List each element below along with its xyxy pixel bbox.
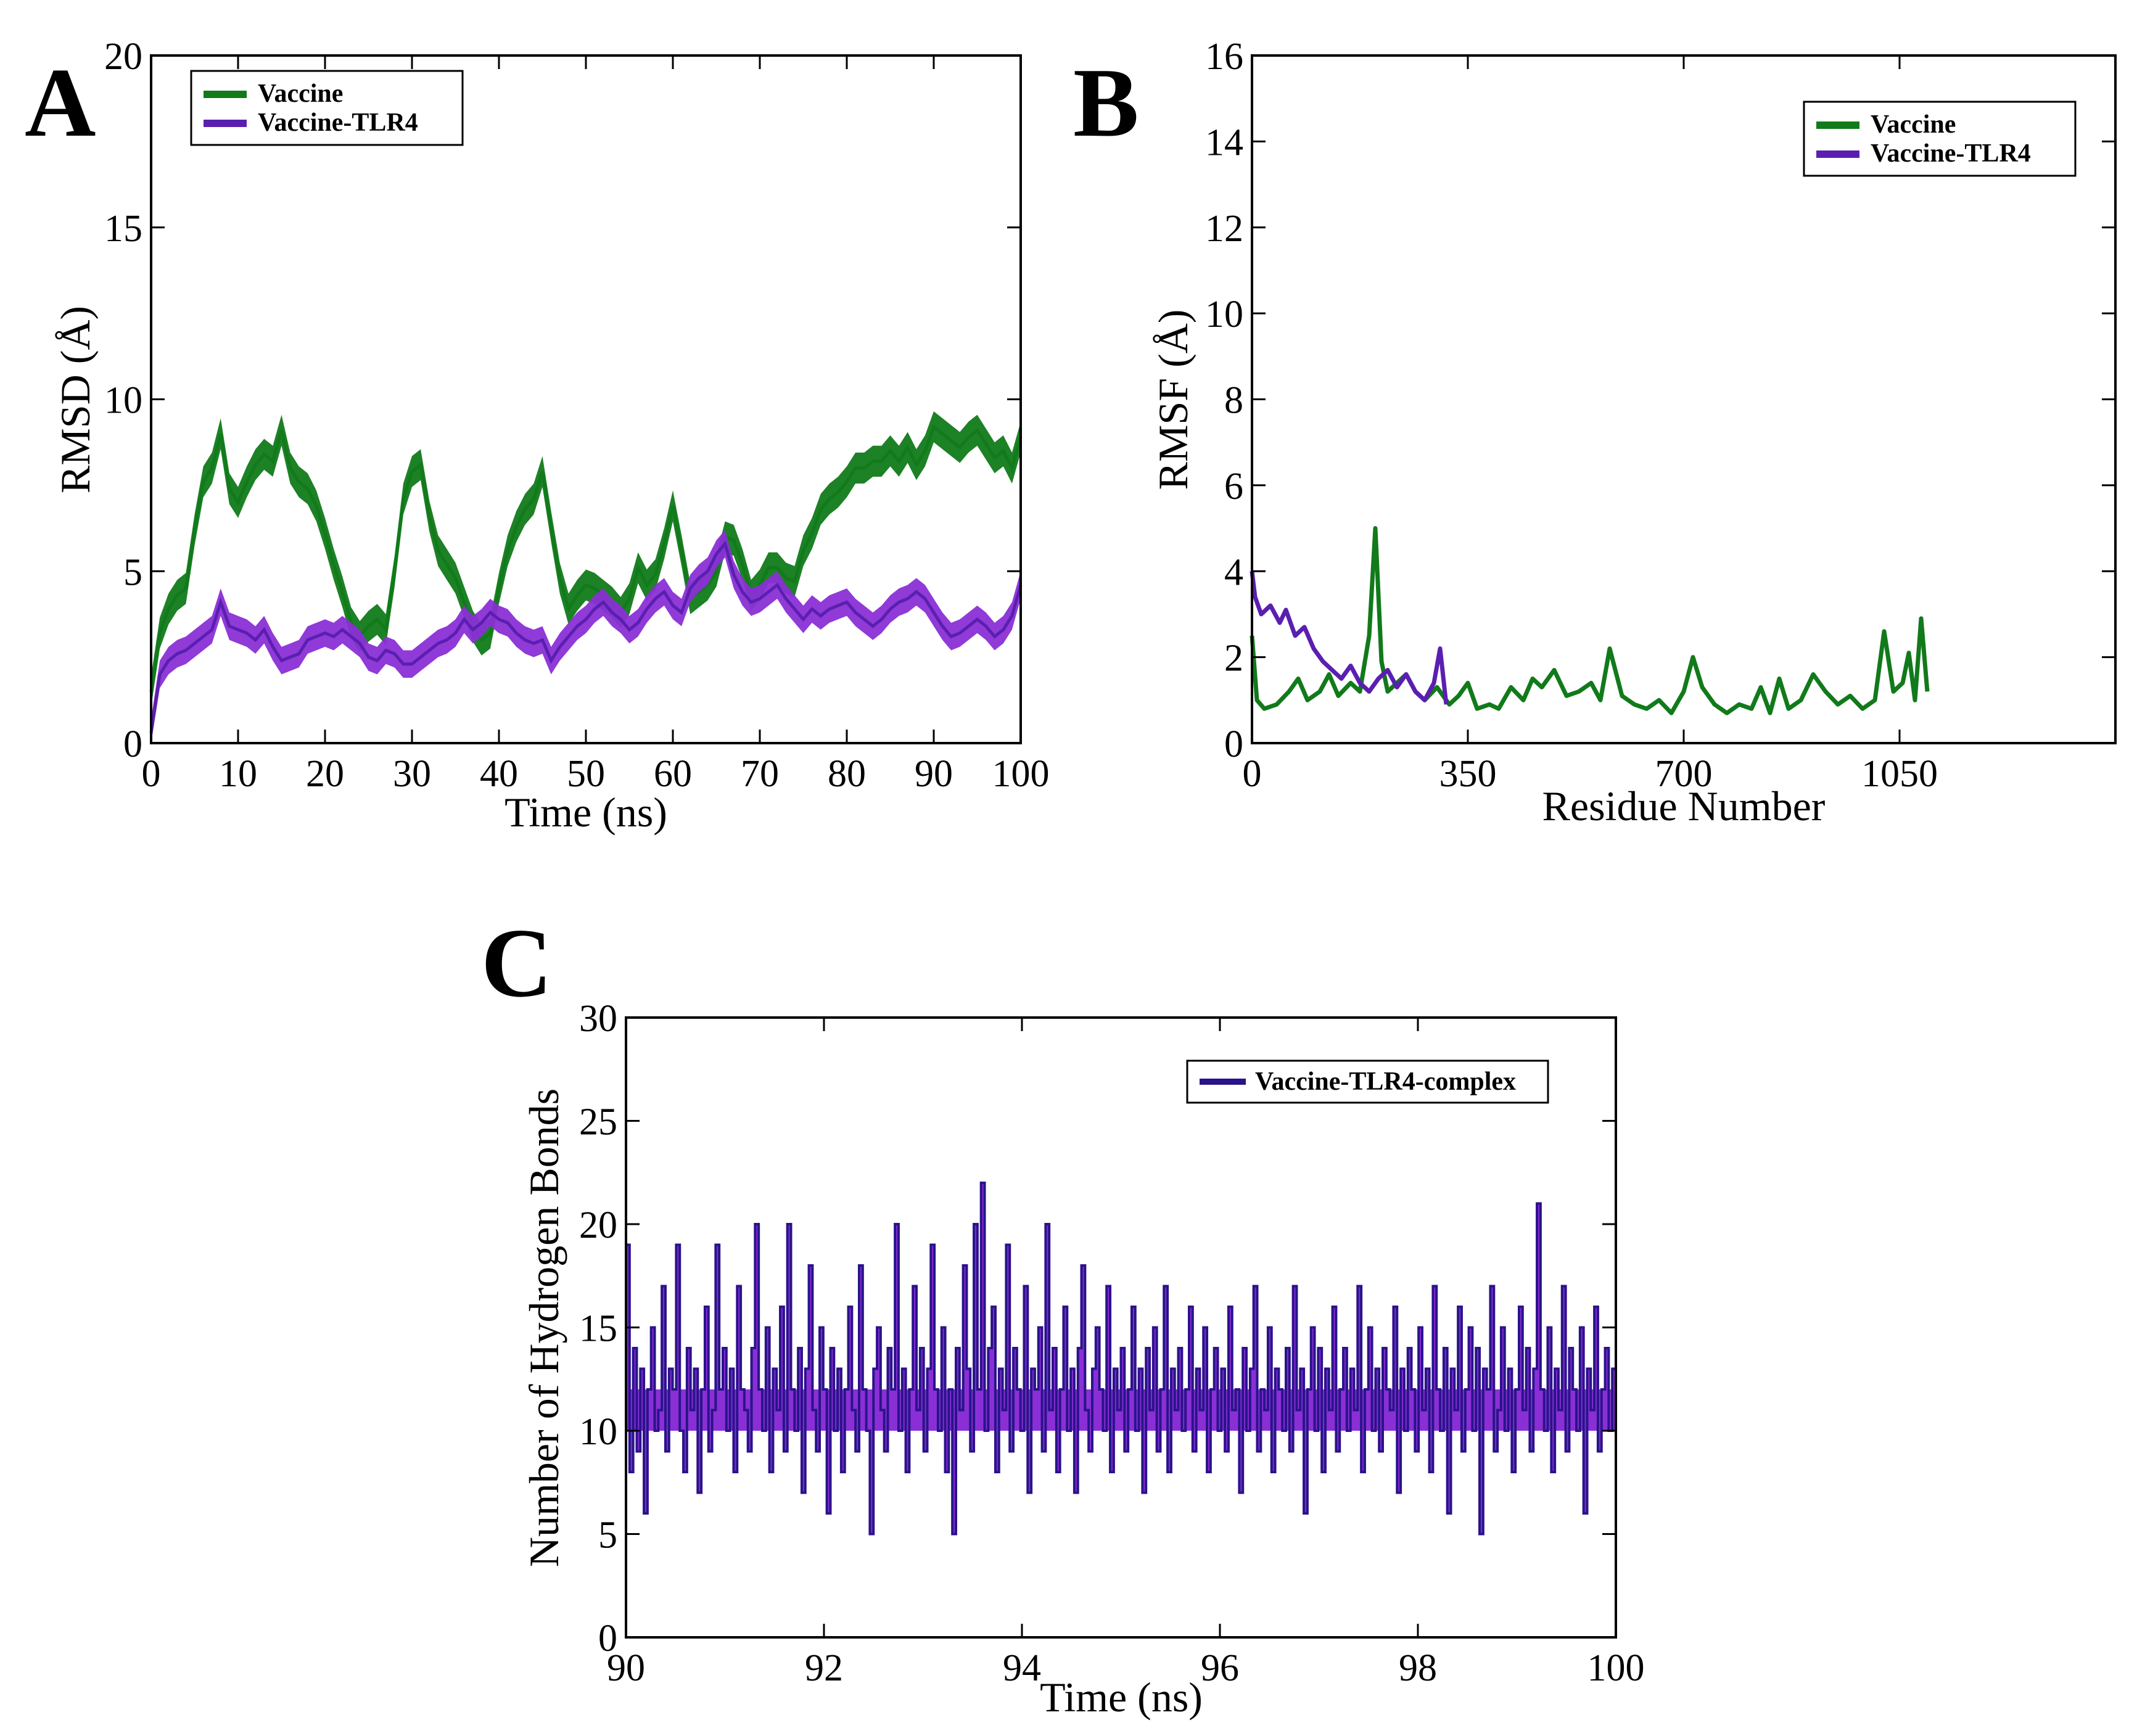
panel-c-xtick-label: 94 [1003, 1647, 1041, 1689]
panel-a-ytick-label: 5 [123, 551, 142, 593]
panel-a-legend-vaccine: Vaccine [258, 80, 343, 108]
panel-b-legend-box [1803, 101, 2077, 177]
panel-b-axes: 0 350 700 1050 0 2 4 6 8 10 12 14 16 [1205, 36, 2115, 795]
panel-a-xtick-label: 70 [741, 753, 779, 795]
panel-c-ytick-label: 5 [598, 1515, 617, 1557]
panel-c-axes: 90 92 94 96 98 100 0 5 10 15 20 25 30 [579, 998, 1645, 1689]
panel-a-xtick-label: 60 [654, 753, 692, 795]
panel-c-legend-vaccine-tlr4-complex: Vaccine-TLR4-complex [1255, 1068, 1516, 1096]
panel-label-c: C [481, 908, 553, 1018]
panel-b-legend: Vaccine Vaccine-TLR4 [1803, 101, 2077, 177]
panel-b-ytick-label: 2 [1224, 638, 1243, 680]
panel-a-ytick-label: 20 [104, 36, 142, 78]
panel-b-ytick-label: 16 [1205, 36, 1243, 78]
panel-b-rmsf-chart: B 0 350 700 1050 0 2 4 6 8 10 12 14 16 Residue Numbe… [1073, 36, 2117, 829]
panel-c-series [626, 1182, 1617, 1536]
panel-b-ytick-label: 14 [1205, 121, 1243, 163]
panel-a-xtick-label: 10 [219, 753, 257, 795]
panel-c-legend-box [1186, 1059, 1549, 1104]
panel-b-series-line-vaccine-tlr4 [1250, 570, 1449, 705]
panel-c-ytick-label: 15 [579, 1308, 617, 1350]
panel-a-legend-box [190, 70, 464, 146]
panel-c-legend: Vaccine-TLR4-complex [1186, 1059, 1549, 1104]
panel-a-series-band-vaccine-tlr4 [151, 530, 1021, 743]
panel-a-ytick-label: 0 [123, 723, 142, 765]
panel-a-xlabel: Time (ns) [504, 789, 667, 836]
panel-a-ylabel: RMSD (Å) [52, 306, 99, 493]
panel-b-ytick-label: 0 [1224, 723, 1243, 765]
panel-c-xtick-label: 92 [805, 1647, 843, 1689]
panel-b-xtick-label: 0 [1243, 753, 1262, 795]
panel-b-legend-vaccine: Vaccine [1871, 110, 1956, 139]
panel-a-series-line-vaccine-tlr4 [149, 540, 1023, 733]
panel-a-xtick-label: 40 [480, 753, 518, 795]
panel-b-ytick-label: 8 [1224, 380, 1243, 422]
panel-c-xtick-label: 100 [1587, 1647, 1645, 1689]
panel-c-ytick-label: 30 [579, 998, 617, 1040]
panel-b-ylabel: RMSF (Å) [1150, 310, 1196, 490]
panel-c-xlabel: Time (ns) [1040, 1674, 1203, 1721]
panel-a-xtick-label: 80 [828, 753, 866, 795]
panel-c-ytick-label: 25 [579, 1101, 617, 1143]
panel-label-a: A [25, 47, 96, 157]
panel-label-b: B [1073, 47, 1139, 157]
panel-a-legend: Vaccine Vaccine-TLR4 [190, 70, 464, 146]
panel-b-xlabel: Residue Number [1542, 783, 1826, 829]
panel-a-legend-vaccine-tlr4: Vaccine-TLR4 [258, 109, 418, 137]
panel-b-xtick-label: 700 [1655, 753, 1713, 795]
panel-c-ytick-label: 20 [579, 1204, 617, 1246]
panel-b-ytick-label: 4 [1224, 551, 1243, 593]
panel-a-series-line-vaccine [149, 424, 1023, 692]
panel-b-series-line-vaccine [1250, 526, 1930, 715]
panel-c-series-line-vaccine-tlr4-complex [626, 1182, 1617, 1536]
panel-a-xtick-label: 30 [393, 753, 431, 795]
panel-a-axes: 0 10 20 30 40 50 60 70 80 90 100 0 5 10 15 20 [104, 36, 1050, 795]
panel-a-series [149, 411, 1023, 743]
panel-b-ytick-label: 12 [1205, 208, 1243, 250]
panel-b-ytick-label: 10 [1205, 294, 1243, 335]
panel-a-rmsd-chart: A 0 10 20 30 40 50 60 70 80 90 100 0 5 10 15 20 Time (n… [25, 36, 1050, 836]
panel-c-xtick-label: 96 [1201, 1647, 1239, 1689]
panel-a-ytick-label: 15 [104, 208, 142, 250]
panel-a-frame [150, 54, 1022, 744]
panel-a-xtick-label: 0 [142, 753, 161, 795]
panel-a-xtick-label: 100 [992, 753, 1050, 795]
panel-b-series [1250, 526, 1930, 715]
panel-c-ylabel: Number of Hydrogen Bonds [521, 1088, 567, 1567]
panel-c-xtick-label: 90 [607, 1647, 645, 1689]
panel-c-hbond-chart: C 90 92 94 96 98 100 0 5 10 15 20 25 30 Time (ns) Nu… [481, 908, 1645, 1721]
panel-c-xtick-label: 98 [1399, 1647, 1437, 1689]
panel-c-frame [625, 1016, 1617, 1639]
panel-a-xtick-label: 20 [306, 753, 344, 795]
panel-a-series-band-vaccine [151, 411, 1021, 707]
panel-b-xtick-label: 350 [1439, 753, 1497, 795]
panel-a-xtick-label: 50 [567, 753, 605, 795]
panel-a-ytick-label: 10 [104, 380, 142, 422]
panel-b-legend-vaccine-tlr4: Vaccine-TLR4 [1871, 139, 2031, 168]
panel-b-xtick-label: 1050 [1861, 753, 1938, 795]
panel-c-ytick-label: 10 [579, 1411, 617, 1453]
panel-b-ytick-label: 6 [1224, 466, 1243, 508]
panel-c-ytick-label: 0 [598, 1618, 617, 1660]
panel-a-xtick-label: 90 [915, 753, 953, 795]
